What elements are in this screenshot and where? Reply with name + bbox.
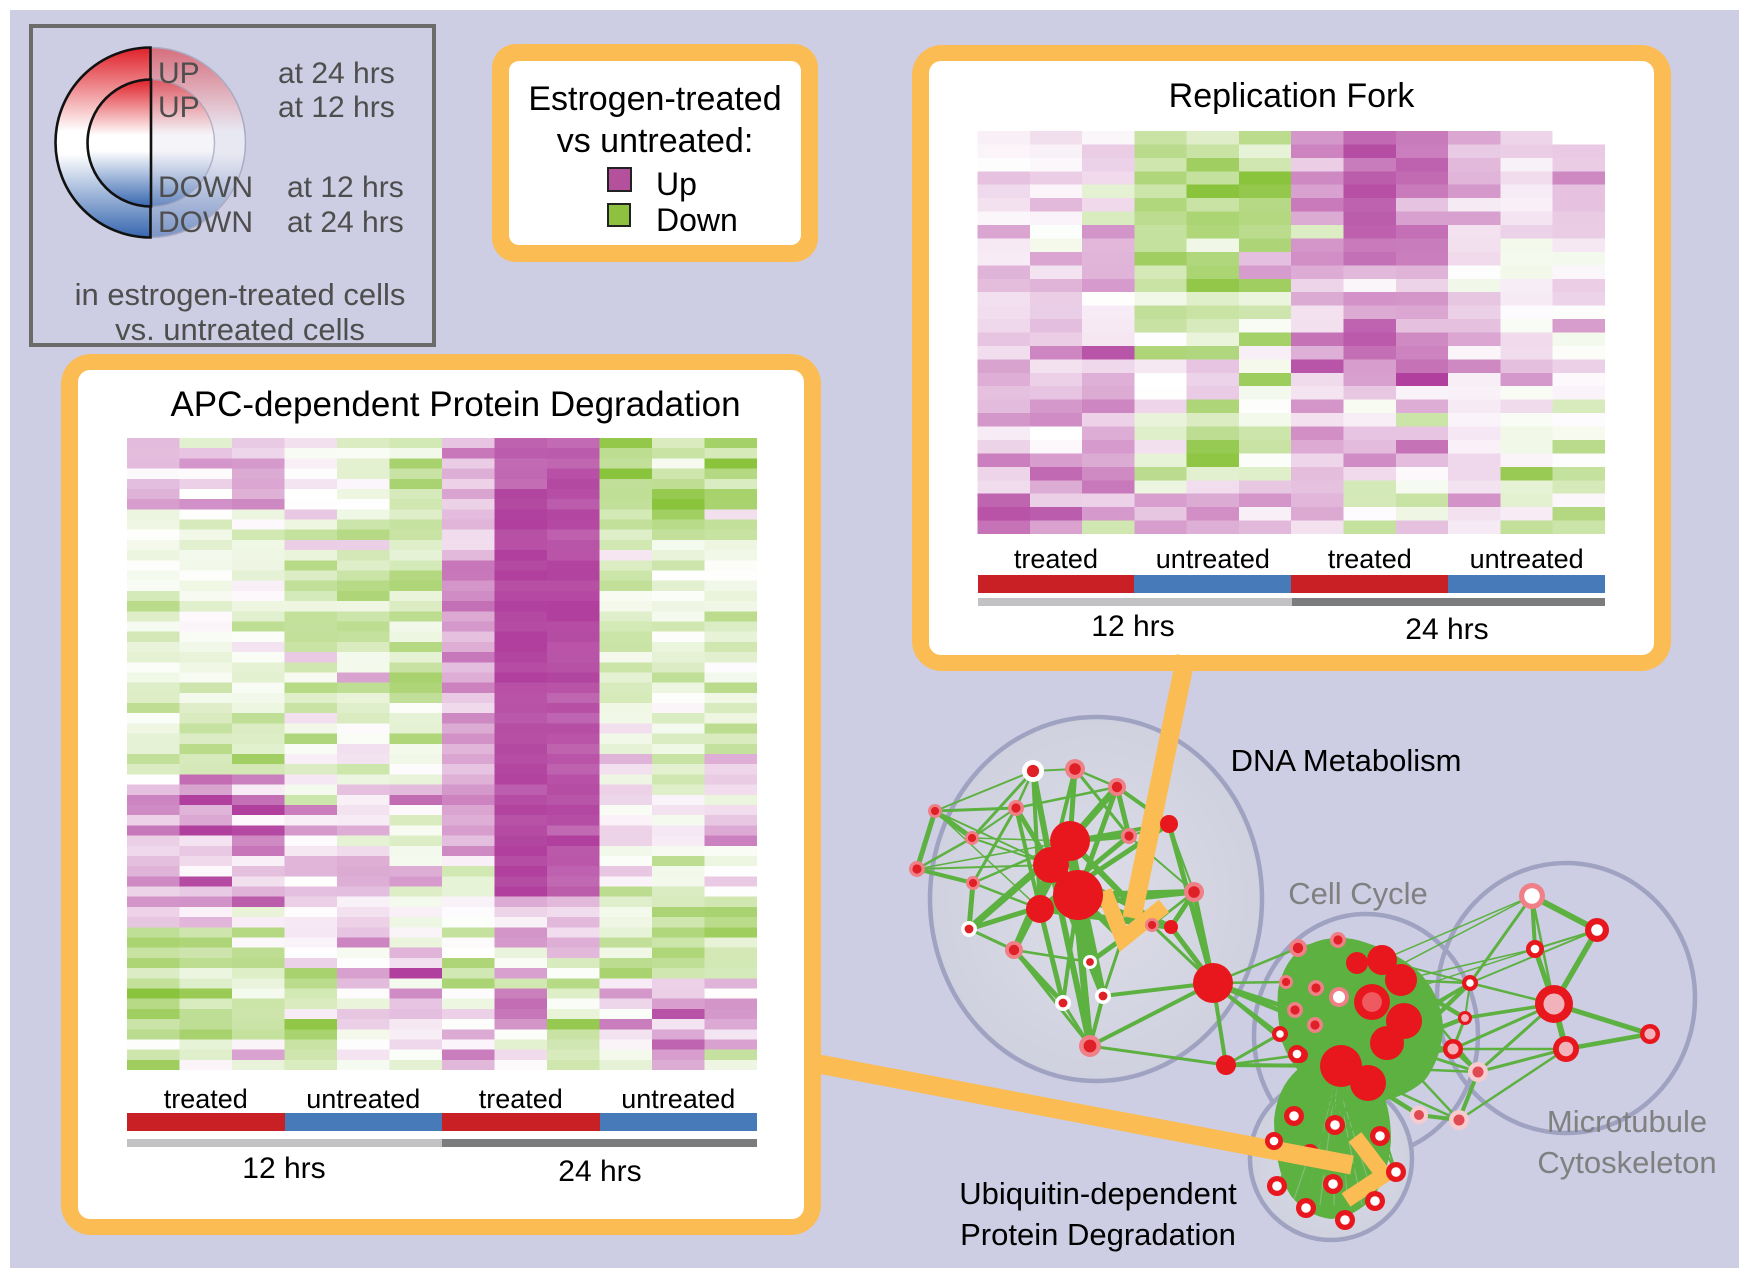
svg-text:Protein Degradation: Protein Degradation xyxy=(960,1217,1236,1252)
svg-text:DNA Metabolism: DNA Metabolism xyxy=(1231,743,1462,778)
svg-text:Microtubule: Microtubule xyxy=(1547,1104,1707,1139)
svg-text:Cytoskeleton: Cytoskeleton xyxy=(1537,1145,1716,1180)
svg-text:Ubiquitin-dependent: Ubiquitin-dependent xyxy=(959,1176,1237,1211)
svg-text:Cell Cycle: Cell Cycle xyxy=(1288,876,1428,911)
